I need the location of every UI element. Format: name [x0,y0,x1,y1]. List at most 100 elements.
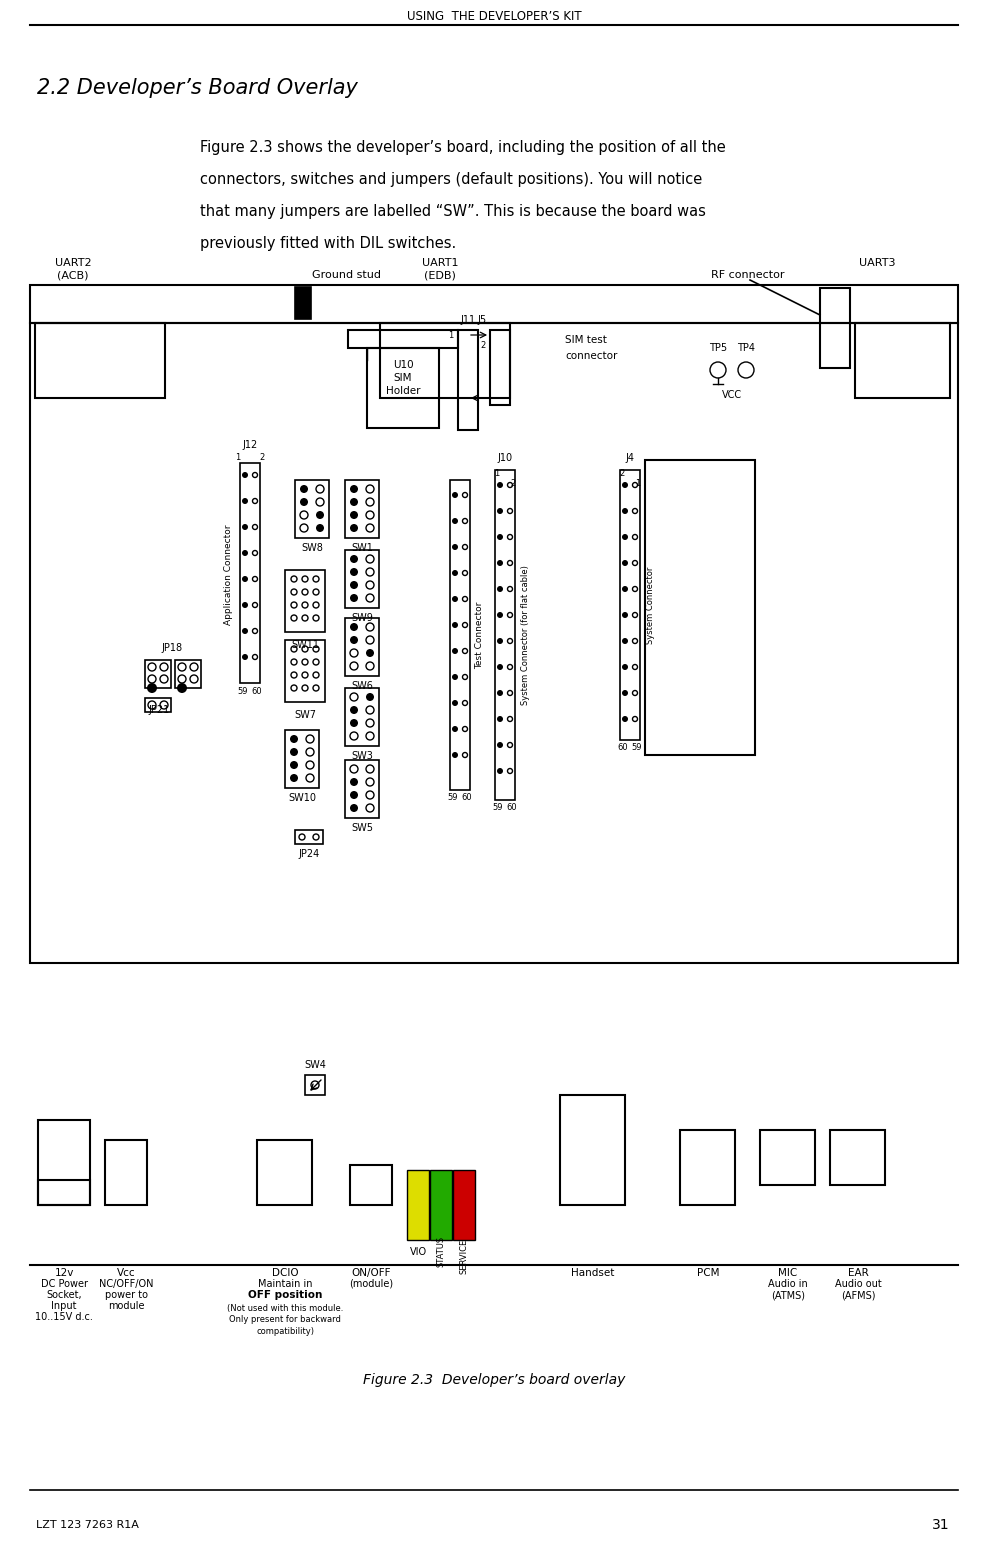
Bar [407,1170,429,1240]
Text: Maintain in: Maintain in [258,1279,312,1289]
Circle shape [350,484,358,494]
Circle shape [316,523,324,533]
Text: (AFMS): (AFMS) [841,1290,875,1300]
Bar [680,1129,735,1204]
Circle shape [242,601,248,608]
Text: TP5: TP5 [709,344,727,353]
Text: EAR: EAR [848,1268,868,1278]
Circle shape [147,683,157,694]
Bar [560,1095,625,1204]
Circle shape [497,508,503,514]
Circle shape [350,778,358,786]
Circle shape [290,761,298,769]
Bar [830,1129,885,1186]
Text: that many jumpers are labelled “SW”. This is because the board was: that many jumpers are labelled “SW”. Thi… [200,205,705,219]
Text: J4: J4 [625,453,634,462]
Circle shape [497,637,503,644]
Circle shape [366,648,374,658]
Text: Test Connector: Test Connector [475,601,484,669]
Circle shape [300,498,308,506]
Text: Application Connector: Application Connector [223,525,232,625]
Text: SIM test: SIM test [565,334,607,345]
Circle shape [452,648,458,654]
Text: 60: 60 [618,744,628,753]
Text: Only present for backward: Only present for backward [229,1315,341,1325]
Text: UART2: UART2 [54,258,91,269]
Bar [367,348,439,428]
Circle shape [300,484,308,494]
Bar [345,480,379,537]
Text: SW11: SW11 [291,640,319,650]
Text: NC/OFF/ON: NC/OFF/ON [99,1279,153,1289]
Text: 2: 2 [480,341,486,350]
Text: previously fitted with DIL switches.: previously fitted with DIL switches. [200,236,456,251]
Bar [645,459,755,754]
Bar [820,287,850,369]
Text: J12: J12 [242,440,258,450]
Text: 2: 2 [260,453,265,461]
Bar [620,470,640,740]
Text: SW1: SW1 [351,544,372,553]
Text: connectors, switches and jumpers (default positions). You will notice: connectors, switches and jumpers (defaul… [200,172,702,187]
Text: Holder: Holder [385,386,420,397]
Text: 1: 1 [235,453,240,461]
Text: UART1: UART1 [422,258,458,269]
Text: PCM: PCM [697,1268,719,1278]
Bar [145,661,171,687]
Text: Audio in: Audio in [768,1279,808,1289]
Text: Input: Input [51,1301,77,1311]
Circle shape [366,694,374,701]
Bar [855,323,950,398]
Circle shape [452,597,458,601]
Text: (EDB): (EDB) [424,270,455,280]
Bar [145,698,171,712]
Circle shape [452,622,458,628]
Text: UART3: UART3 [859,258,895,269]
Bar [257,1140,312,1204]
Text: J10: J10 [497,453,513,462]
Text: 1: 1 [448,331,453,339]
Text: SW6: SW6 [351,681,372,690]
Circle shape [452,570,458,576]
Text: compatibility): compatibility) [256,1326,314,1336]
Bar [345,619,379,676]
Circle shape [497,534,503,540]
Bar [453,1170,475,1240]
Bar [38,1120,90,1204]
Text: (ATMS): (ATMS) [771,1290,805,1300]
Bar [305,1075,325,1095]
Bar [380,323,510,398]
Text: ON/OFF: ON/OFF [352,1268,390,1278]
Text: SIM: SIM [394,373,412,383]
Text: (module): (module) [349,1279,393,1289]
Text: JP21: JP21 [148,704,170,715]
Circle shape [350,523,358,533]
Text: DCIO: DCIO [272,1268,298,1278]
Text: System Connector (for flat cable): System Connector (for flat cable) [521,565,530,704]
Circle shape [290,736,298,744]
Text: OFF position: OFF position [248,1290,322,1300]
Bar [295,480,329,537]
Bar [345,687,379,747]
Text: SW3: SW3 [351,751,372,761]
Circle shape [350,719,358,726]
Circle shape [350,636,358,644]
Circle shape [452,673,458,679]
Text: MIC: MIC [779,1268,797,1278]
Text: SW7: SW7 [294,711,316,720]
Bar [30,284,958,323]
Circle shape [452,544,458,550]
Circle shape [452,726,458,733]
Circle shape [350,804,358,812]
Text: 1: 1 [635,480,640,489]
Text: VCC: VCC [722,390,742,400]
Circle shape [350,511,358,519]
Circle shape [497,742,503,748]
Bar [105,1140,147,1204]
Circle shape [242,472,248,478]
Text: 12v: 12v [54,1268,74,1278]
Bar [285,640,325,701]
Circle shape [242,654,248,661]
Circle shape [350,569,358,576]
Text: 59: 59 [493,803,503,812]
